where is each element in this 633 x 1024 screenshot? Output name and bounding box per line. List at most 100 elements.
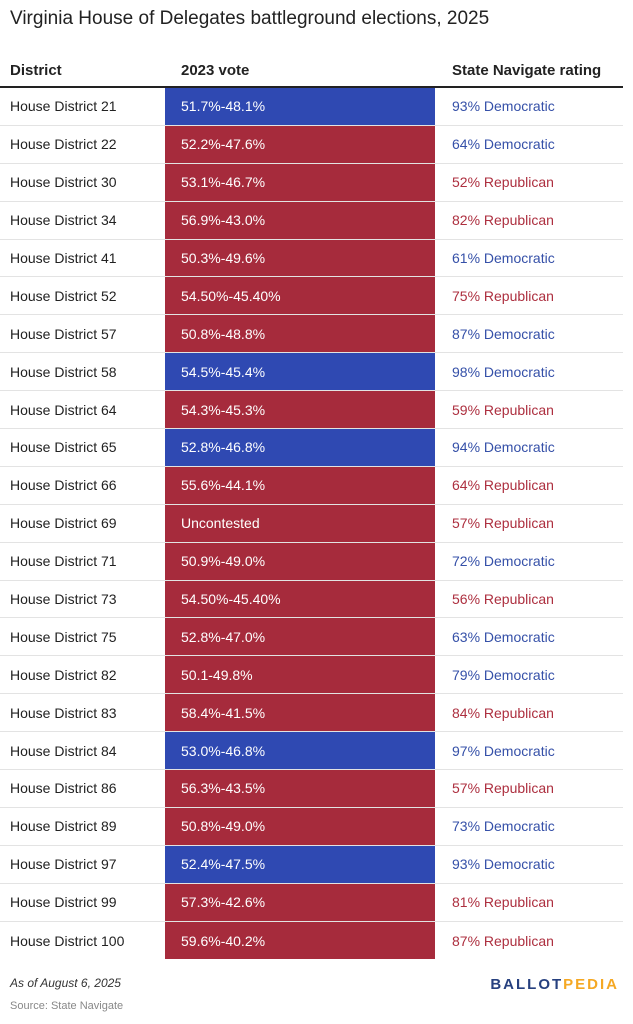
vote-cell: 59.6%-40.2% [165,921,435,960]
rating-cell: 56% Republican [452,591,554,608]
district-cell: House District 34 [10,212,117,229]
vote-cell: 50.9%-49.0% [165,542,435,580]
vote-cell: 54.50%-45.40% [165,580,435,618]
vote-cell: 52.8%-47.0% [165,618,435,656]
district-cell: House District 65 [10,439,117,456]
district-cell: House District 71 [10,553,117,570]
rating-cell: 97% Democratic [452,742,555,759]
rating-cell: 64% Democratic [452,136,555,153]
logo-text-ballot: BALLOT [490,976,564,993]
table-row: House District 97 52.4%-47.5% 93% Democrat… [0,845,623,884]
column-header-district: District [10,62,62,79]
table-row: House District 99 57.3%-42.6% 81% Republic… [0,883,623,922]
table-row: House District 69 Uncontested 57% Republic… [0,504,623,543]
rating-cell: 93% Democratic [452,856,555,873]
vote-cell: 56.3%-43.5% [165,770,435,807]
vote-cell: 58.4%-41.5% [165,694,435,732]
table-row: House District 41 50.3%-49.6% 61% Democrat… [0,239,623,278]
district-cell: House District 75 [10,628,117,645]
vote-cell: 50.8%-48.8% [165,315,435,353]
rating-cell: 59% Republican [452,401,554,418]
vote-cell: 52.4%-47.5% [165,845,435,883]
table-row: House District 82 50.1-49.8% 79% Democrati… [0,656,623,695]
ballotpedia-logo: BALLOTPEDIA [490,976,619,993]
district-cell: House District 97 [10,856,117,873]
table-row: House District 21 51.7%-48.1% 93% Democrat… [0,88,623,126]
table-row: House District 83 58.4%-41.5% 84% Republic… [0,694,623,733]
table-row: House District 84 53.0%-46.8% 97% Democrat… [0,732,623,771]
rating-cell: 63% Democratic [452,628,555,645]
district-cell: House District 57 [10,325,117,342]
vote-cell: 53.1%-46.7% [165,163,435,201]
rating-cell: 84% Republican [452,704,554,721]
table-row: House District 71 50.9%-49.0% 72% Democrat… [0,542,623,581]
rating-cell: 87% Republican [452,932,554,949]
table-body: House District 21 51.7%-48.1% 93% Democrat… [0,88,623,960]
footer-source: Source: State Navigate [10,1000,124,1012]
vote-cell: 55.6%-44.1% [165,466,435,504]
vote-cell: 50.3%-49.6% [165,239,435,277]
district-cell: House District 52 [10,287,117,304]
rating-cell: 81% Republican [452,894,554,911]
district-cell: House District 84 [10,742,117,759]
rating-cell: 57% Republican [452,515,554,532]
district-cell: House District 22 [10,136,117,153]
district-cell: House District 66 [10,477,117,494]
district-cell: House District 30 [10,174,117,191]
table-row: House District 66 55.6%-44.1% 64% Republic… [0,466,623,505]
district-cell: House District 100 [10,932,125,949]
rating-cell: 52% Republican [452,174,554,191]
table-row: House District 73 54.50%-45.40% 56% Republ… [0,580,623,619]
table-row: House District 52 54.50%-45.40% 75% Republ… [0,277,623,316]
district-cell: House District 86 [10,780,117,797]
rating-cell: 87% Democratic [452,325,555,342]
table-header: District 2023 vote State Navigate rating [0,52,623,88]
rating-cell: 57% Republican [452,780,554,797]
vote-cell: 56.9%-43.0% [165,201,435,239]
rating-cell: 93% Democratic [452,98,555,115]
rating-cell: 73% Democratic [452,818,555,835]
district-cell: House District 69 [10,515,117,532]
district-cell: House District 89 [10,818,117,835]
rating-cell: 79% Democratic [452,666,555,683]
district-cell: House District 82 [10,666,117,683]
district-cell: House District 21 [10,98,117,115]
district-cell: House District 58 [10,363,117,380]
rating-cell: 61% Democratic [452,250,555,266]
vote-cell: 53.0%-46.8% [165,732,435,770]
table-row: House District 64 54.3%-45.3% 59% Republic… [0,391,623,430]
district-cell: House District 83 [10,704,117,721]
column-header-vote: 2023 vote [181,62,250,79]
table-row: House District 89 50.8%-49.0% 73% Democrat… [0,807,623,846]
table-row: House District 22 52.2%-47.6% 64% Democrat… [0,125,623,164]
rating-cell: 64% Republican [452,477,554,494]
table-row: House District 30 53.1%-46.7% 52% Republic… [0,163,623,202]
table-row: House District 100 59.6%-40.2% 87% Republi… [0,921,623,960]
vote-cell: 54.3%-45.3% [165,391,435,429]
table-row: House District 57 50.8%-48.8% 87% Democrat… [0,315,623,354]
vote-cell: 57.3%-42.6% [165,883,435,921]
table-row: House District 34 56.9%-43.0% 82% Republic… [0,201,623,240]
rating-cell: 75% Republican [452,287,554,304]
vote-cell: Uncontested [165,504,435,542]
vote-cell: 54.5%-45.4% [165,353,435,391]
column-header-rating: State Navigate rating [452,62,602,79]
vote-cell: 50.1-49.8% [165,656,435,694]
vote-cell: 52.2%-47.6% [165,125,435,163]
footer-date: As of August 6, 2025 [10,976,121,990]
district-cell: House District 41 [10,250,117,266]
rating-cell: 82% Republican [452,212,554,229]
table-row: House District 58 54.5%-45.4% 98% Democrat… [0,353,623,392]
vote-cell: 52.8%-46.8% [165,429,435,466]
district-cell: House District 99 [10,894,117,911]
table-row: House District 65 52.8%-46.8% 94% Democrat… [0,429,623,467]
logo-text-pedia: PEDIA [563,976,619,993]
table-row: House District 75 52.8%-47.0% 63% Democrat… [0,618,623,657]
rating-cell: 72% Democratic [452,553,555,570]
table-row: House District 86 56.3%-43.5% 57% Republic… [0,770,623,808]
vote-cell: 50.8%-49.0% [165,807,435,845]
vote-cell: 51.7%-48.1% [165,88,435,125]
district-cell: House District 73 [10,591,117,608]
rating-cell: 94% Democratic [452,439,555,456]
rating-cell: 98% Democratic [452,363,555,380]
